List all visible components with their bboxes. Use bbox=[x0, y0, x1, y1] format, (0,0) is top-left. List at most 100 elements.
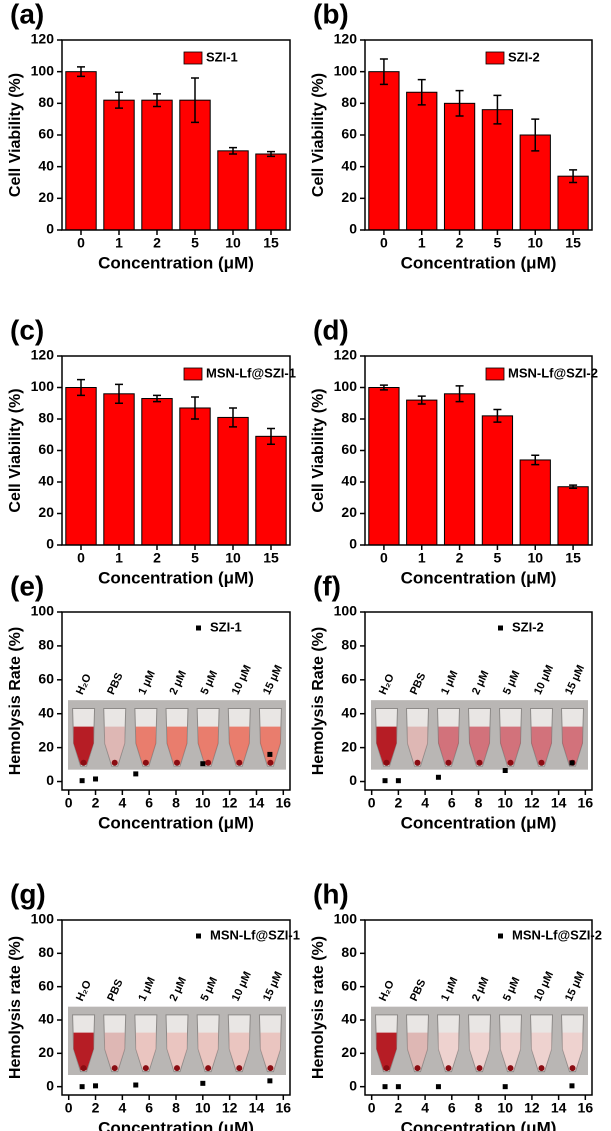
error-bar bbox=[455, 89, 464, 117]
bar bbox=[255, 435, 287, 546]
y-axis-title: Cell Viability (%) bbox=[310, 73, 327, 197]
legend-label: MSN-Lf@SZI-2 bbox=[512, 927, 602, 942]
tube-liquid bbox=[376, 1032, 397, 1071]
x-axis-title: Concentration (μM) bbox=[98, 1118, 254, 1131]
error-bar bbox=[267, 427, 275, 445]
y-tick-label: 80 bbox=[341, 944, 357, 960]
x-tick-label: 14 bbox=[551, 795, 567, 811]
bar bbox=[406, 399, 438, 546]
panel: (c) Cell Viability (%) Concentration (μM) 0… bbox=[7, 314, 296, 587]
point bbox=[395, 778, 401, 784]
y-tick-label: 20 bbox=[341, 1044, 357, 1060]
bar bbox=[217, 150, 249, 231]
x-tick-label: 1 bbox=[115, 550, 123, 566]
x-tick-label: 0 bbox=[368, 795, 376, 811]
panel-label: (e) bbox=[10, 570, 44, 601]
y-tick-label: 100 bbox=[334, 911, 358, 927]
x-tick-label: 10 bbox=[195, 795, 211, 811]
tube-liquid bbox=[198, 726, 219, 765]
inset-label: 15 μM bbox=[563, 663, 587, 696]
tube-liquid bbox=[438, 726, 459, 765]
x-tick-label: 15 bbox=[565, 550, 581, 566]
panel-label: (d) bbox=[313, 314, 349, 345]
pellet bbox=[445, 1065, 452, 1072]
x-tick-label: 1 bbox=[418, 235, 426, 251]
point bbox=[200, 761, 206, 767]
x-tick-label: 6 bbox=[448, 795, 456, 811]
panel: (d) Cell Viability (%) Concentration (μM) 0… bbox=[310, 314, 598, 587]
y-axis-title: Cell Viability (%) bbox=[310, 388, 327, 512]
y-tick-label: 100 bbox=[334, 378, 358, 394]
y-tick-label: 60 bbox=[341, 126, 357, 142]
x-tick-label: 6 bbox=[145, 1100, 153, 1116]
plot-frame bbox=[61, 39, 291, 231]
legend-marker bbox=[196, 933, 201, 939]
plot-frame bbox=[61, 919, 291, 1096]
pellet bbox=[111, 759, 118, 766]
x-axis-title: Concentration (μM) bbox=[98, 568, 254, 587]
inset-label: H₂O bbox=[74, 978, 94, 1003]
y-tick-label: 0 bbox=[349, 221, 357, 237]
error-bar bbox=[191, 77, 199, 124]
y-tick-label: 40 bbox=[341, 473, 357, 489]
pellet bbox=[414, 1065, 421, 1072]
x-tick-label: 5 bbox=[191, 235, 199, 251]
bar bbox=[103, 99, 135, 231]
tube-liquid bbox=[260, 726, 281, 765]
x-tick-label: 10 bbox=[497, 1100, 513, 1116]
error-bar bbox=[569, 169, 578, 184]
x-tick-label: 16 bbox=[276, 795, 292, 811]
y-tick-label: 60 bbox=[341, 441, 357, 457]
pellet bbox=[236, 1065, 243, 1072]
inset-label: 1 μM bbox=[136, 669, 157, 697]
x-tick-label: 4 bbox=[118, 1100, 126, 1116]
bar bbox=[217, 416, 249, 546]
inset-label: 2 μM bbox=[167, 669, 188, 697]
pellet bbox=[383, 1065, 390, 1072]
pellet bbox=[267, 1065, 274, 1072]
inset-label: 10 μM bbox=[230, 970, 254, 1003]
x-tick-label: 10 bbox=[225, 550, 241, 566]
inset-label: PBS bbox=[408, 671, 428, 697]
point bbox=[133, 771, 139, 777]
y-tick-label: 40 bbox=[38, 1011, 54, 1027]
panel-label: (f) bbox=[313, 570, 341, 601]
inset-label: PBS bbox=[105, 978, 125, 1004]
y-tick-label: 100 bbox=[31, 603, 55, 619]
tube-liquid bbox=[562, 1032, 583, 1071]
tube-liquid bbox=[198, 1032, 219, 1071]
x-tick-label: 2 bbox=[394, 795, 402, 811]
y-tick-label: 80 bbox=[341, 410, 357, 426]
tube-liquid bbox=[229, 726, 250, 765]
x-tick-label: 8 bbox=[172, 795, 180, 811]
x-tick-label: 12 bbox=[524, 1100, 540, 1116]
panel-label: (g) bbox=[10, 878, 46, 909]
x-tick-label: 14 bbox=[249, 795, 265, 811]
x-tick-label: 0 bbox=[65, 795, 73, 811]
legend-label: MSN-Lf@SZI-1 bbox=[206, 365, 296, 380]
inset-label: 5 μM bbox=[501, 975, 522, 1003]
legend-swatch bbox=[183, 367, 203, 381]
y-tick-label: 100 bbox=[31, 62, 55, 78]
x-tick-label: 8 bbox=[475, 1100, 483, 1116]
bar bbox=[519, 459, 551, 546]
error-bar bbox=[417, 78, 426, 106]
point bbox=[435, 1084, 441, 1090]
y-tick-label: 0 bbox=[349, 1077, 357, 1093]
x-tick-label: 10 bbox=[225, 235, 241, 251]
point bbox=[435, 774, 441, 780]
point bbox=[382, 1084, 388, 1090]
pellet bbox=[205, 759, 212, 766]
x-tick-label: 6 bbox=[145, 795, 153, 811]
pellet bbox=[236, 759, 243, 766]
x-tick-label: 5 bbox=[494, 550, 502, 566]
y-axis-title: Hemolysis Rate (%) bbox=[310, 627, 327, 776]
inset-label: 2 μM bbox=[167, 975, 188, 1003]
legend-swatch bbox=[485, 367, 505, 381]
error-bar bbox=[493, 408, 502, 423]
tube-liquid bbox=[104, 1032, 125, 1071]
tube-liquid bbox=[135, 726, 156, 765]
error-bar bbox=[229, 146, 237, 155]
panel-label: (h) bbox=[313, 878, 349, 909]
x-tick-label: 6 bbox=[448, 1100, 456, 1116]
